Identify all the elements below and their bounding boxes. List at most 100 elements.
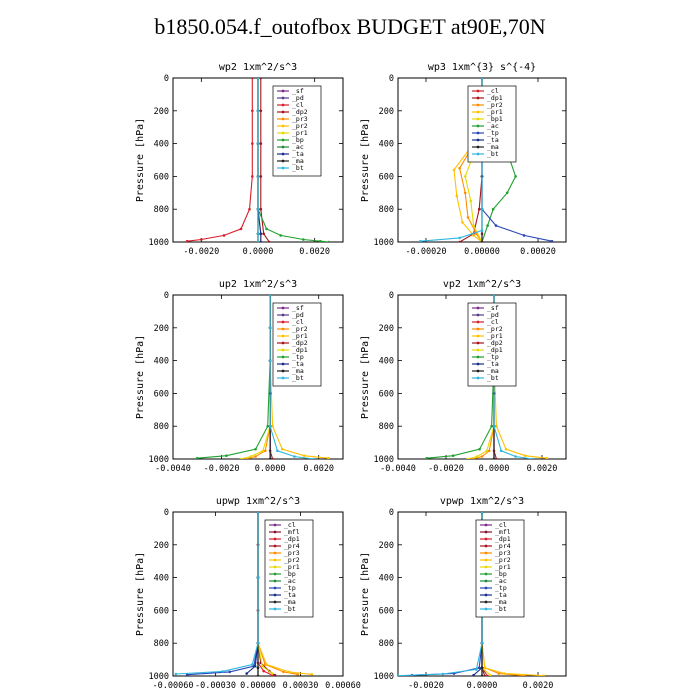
series-line-tp [411, 512, 483, 676]
series-point [293, 455, 296, 458]
legend-label: _pd [487, 311, 499, 319]
legend-marker [476, 334, 480, 338]
legend-marker [281, 96, 285, 100]
series-point [174, 672, 178, 676]
series-point [259, 109, 263, 113]
series-line-bt [398, 512, 483, 676]
series-point [458, 236, 461, 240]
series-point [477, 207, 481, 211]
panel-title: vpwp 1xm^2/s^3 [440, 496, 524, 507]
series-point [441, 672, 445, 676]
legend-marker [273, 593, 277, 597]
y-tick-label: 800 [154, 205, 169, 215]
series-point [492, 457, 496, 459]
legend-marker [281, 369, 285, 373]
legend-marker [476, 376, 480, 380]
series-point [472, 673, 475, 676]
legend-label: _ma [284, 598, 296, 606]
legend-marker [476, 341, 480, 345]
legend-label: _ac [487, 122, 499, 130]
legend-marker [476, 369, 480, 373]
series-point [195, 456, 199, 459]
legend-marker [281, 327, 285, 331]
legend-label: _pr4 [495, 542, 511, 550]
x-tick-label: 0.0020 [299, 247, 330, 257]
legend-label: _ta [495, 591, 507, 599]
legend-marker [281, 341, 285, 345]
y-tick-label: 800 [379, 422, 394, 432]
series-point [514, 175, 517, 178]
y-tick-label: 800 [379, 205, 394, 215]
series-point [477, 666, 481, 670]
series-group [185, 78, 331, 242]
series-point [466, 457, 469, 459]
legend-label: _dp1 [284, 535, 300, 543]
legend-label: _bt [495, 605, 507, 613]
series-point [486, 224, 489, 227]
legend-marker [273, 523, 277, 527]
y-tick-label: 0 [389, 74, 394, 84]
legend-label: _bp1 [487, 115, 503, 123]
series-point [239, 227, 243, 231]
legend-marker [476, 138, 480, 142]
legend-label: _pd [292, 94, 304, 102]
series-point [273, 673, 277, 676]
series-point [259, 78, 263, 80]
legend-box [467, 85, 517, 163]
chart-panel-vpwp: vpwp 1xm^2/s^3 Pressure [hPa] 0 200 400 600 80… [360, 496, 567, 691]
figure-title: b1850.054.f_outofbox BUDGET at90E,70N [154, 14, 546, 39]
x-tick-label: 0.0020 [303, 464, 334, 474]
plot-frame [172, 294, 344, 460]
series-point [480, 674, 484, 676]
legend-label: _bt [292, 374, 304, 382]
series-point [268, 326, 272, 330]
series-point [425, 456, 429, 459]
x-tick-label: -0.0020 [408, 681, 444, 691]
series-point [499, 449, 503, 453]
legend-marker [281, 152, 285, 156]
legend-marker [273, 607, 277, 611]
legend-marker [273, 572, 277, 576]
series-line-tp [187, 512, 259, 676]
legend-label: _ta [487, 360, 499, 368]
legend-label: _ta [487, 136, 499, 144]
series-point [398, 674, 400, 676]
legend-marker [476, 348, 480, 352]
series-point [268, 457, 272, 459]
series-point [256, 109, 260, 113]
series-point [523, 454, 527, 458]
legend-marker [484, 530, 488, 534]
series-point [458, 240, 461, 242]
series-point [225, 454, 228, 458]
legend-marker [476, 110, 480, 114]
x-tick-label: -0.0040 [380, 464, 416, 474]
y-tick-label: 800 [154, 422, 169, 432]
y-axis-label: Pressure [hPa] [360, 552, 371, 636]
panel-title: up2 1xm^2/s^3 [219, 279, 297, 290]
y-tick-label: 200 [154, 541, 169, 551]
series-point [475, 668, 478, 671]
legend-marker [484, 544, 488, 548]
legend-marker [476, 131, 480, 135]
y-tick-label: 600 [379, 172, 394, 182]
x-tick-label: -0.0020 [183, 247, 219, 257]
legend-marker [484, 551, 488, 555]
legend-marker [484, 572, 488, 576]
x-tick-label: -0.0020 [428, 464, 464, 474]
series-point [256, 207, 260, 211]
legend-marker [484, 600, 488, 604]
legend-marker [476, 96, 480, 100]
series-point [296, 673, 299, 676]
y-tick-label: 400 [379, 357, 394, 367]
series-point [280, 447, 284, 451]
series-line-cl [187, 78, 253, 242]
y-tick-label: 0 [164, 508, 169, 518]
legend-label: _sf [292, 87, 304, 95]
series-point [492, 295, 496, 297]
y-tick-label: 600 [154, 606, 169, 616]
legend-label: _dp1 [487, 94, 503, 102]
series-point [228, 670, 231, 674]
legend-label: _pr2 [284, 556, 300, 564]
legend-label: _cl [487, 87, 499, 95]
series-point [452, 168, 456, 172]
